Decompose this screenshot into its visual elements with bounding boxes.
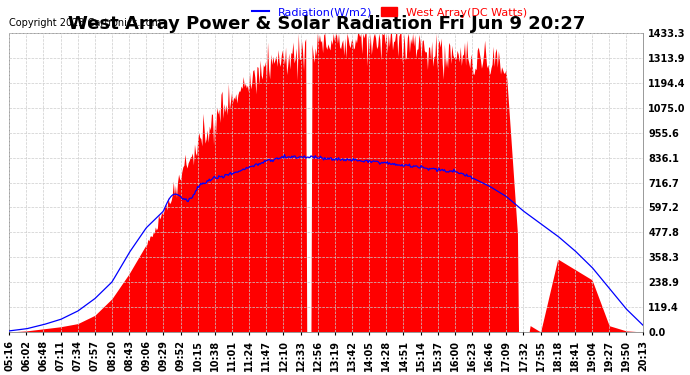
Title: West Array Power & Solar Radiation Fri Jun 9 20:27: West Array Power & Solar Radiation Fri J… xyxy=(68,15,585,33)
Legend: Radiation(W/m2), West Array(DC Watts): Radiation(W/m2), West Array(DC Watts) xyxy=(248,3,532,22)
Text: Copyright 2023 Cartronics.com: Copyright 2023 Cartronics.com xyxy=(9,18,161,28)
